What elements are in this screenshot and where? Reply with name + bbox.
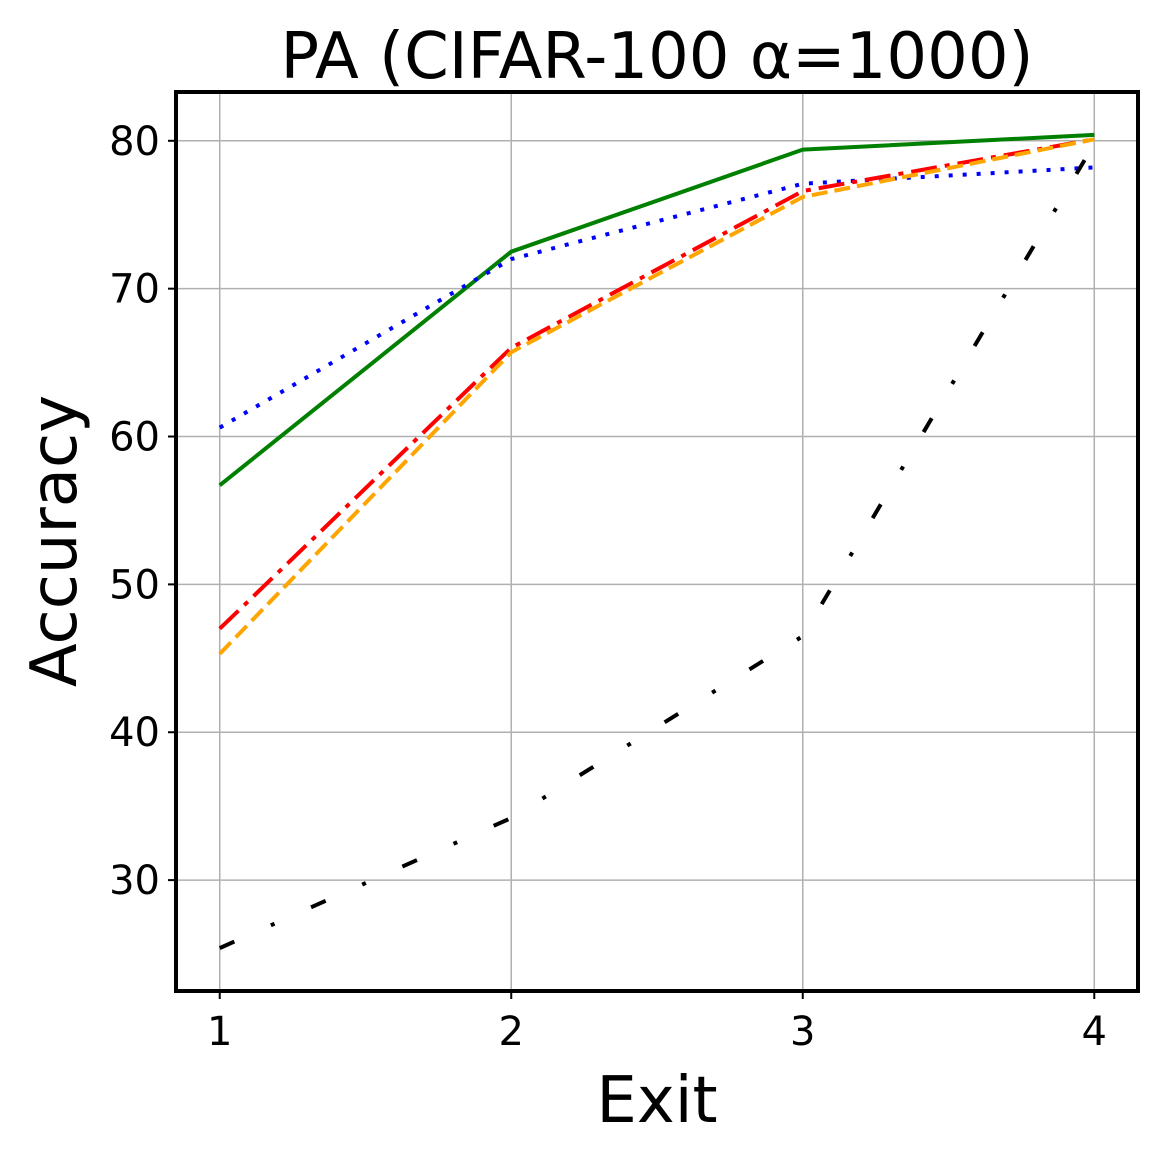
y-axis-label: Accuracy: [18, 395, 92, 687]
x-axis-label: Exit: [596, 1064, 717, 1138]
y-tick-label: 30: [109, 858, 160, 904]
series-line-1: [218, 132, 1095, 487]
x-tick-label: 3: [790, 1009, 815, 1055]
x-tick-label: 4: [1082, 1009, 1107, 1055]
plot-frame: [174, 90, 1140, 993]
series-line-5: [218, 142, 1096, 950]
y-axis-ticks: 30 40 50 60 70 80: [109, 119, 176, 904]
x-tick-label: 1: [207, 1009, 232, 1055]
series-line-4: [218, 137, 1095, 656]
y-tick-label: 50: [109, 562, 160, 608]
y-tick-label: 60: [109, 415, 160, 461]
grid-lines: [176, 92, 1138, 991]
chart-title: PA (CIFAR-100 α=1000): [281, 20, 1034, 94]
y-tick-label: 70: [109, 267, 160, 313]
series-line-3: [218, 137, 1095, 631]
series-line-2: [218, 165, 1095, 430]
x-axis-ticks: 1 2 3 4: [207, 991, 1107, 1055]
y-tick-label: 40: [109, 710, 160, 756]
data-series: [218, 132, 1096, 950]
y-tick-label: 80: [109, 119, 160, 165]
x-tick-label: 2: [499, 1009, 524, 1055]
